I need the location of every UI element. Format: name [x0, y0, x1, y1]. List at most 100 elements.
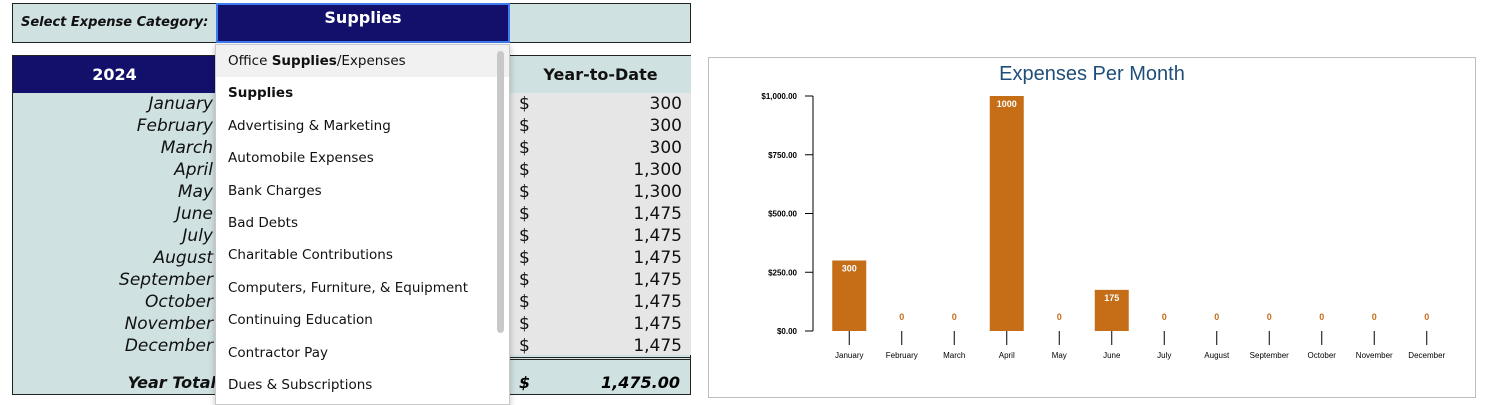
ytd-value: 300 [649, 138, 682, 158]
ytd-row: $1,300 [510, 181, 691, 203]
data-label: 0 [1214, 312, 1219, 322]
data-label: 0 [1057, 312, 1062, 322]
ytd-value: 300 [649, 116, 682, 136]
currency-symbol: $ [519, 270, 530, 290]
x-tick-label: April [999, 351, 1015, 360]
ytd-value: 1,475 [633, 248, 682, 268]
chart-canvas: $0.00 $250.00 $500.00 $750.00 $1,000.00 300 Ja… [761, 92, 1445, 360]
month-label: December [124, 336, 213, 356]
month-label: May [177, 182, 213, 202]
ytd-value: 1,300 [633, 182, 682, 202]
ytd-value: 1,475 [633, 226, 682, 246]
data-label: 0 [952, 312, 957, 322]
x-tick-label: October [1308, 351, 1337, 360]
year-total-value: 1,475.00 [601, 373, 680, 392]
currency-symbol: $ [519, 226, 530, 246]
ytd-row: $1,475 [510, 269, 691, 291]
ytd-value: 300 [649, 94, 682, 114]
dropdown-scrollbar[interactable] [497, 51, 504, 333]
ytd-value: 1,475 [633, 314, 682, 334]
month-label: August [153, 248, 214, 268]
x-tick-label: November [1356, 351, 1393, 360]
ytd-row: $1,475 [510, 335, 691, 357]
currency-symbol: $ [519, 292, 530, 312]
currency-symbol: $ [519, 248, 530, 268]
currency-symbol: $ [519, 204, 530, 224]
y-tick-label: $750.00 [768, 151, 797, 160]
x-tick-label: February [886, 351, 918, 360]
dropdown-option[interactable]: Continuing Education [228, 312, 373, 329]
dropdown-option[interactable]: Bad Debts [228, 214, 298, 231]
dropdown-option[interactable]: Dues & Subscriptions [228, 376, 373, 393]
dropdown-option[interactable]: Computers, Furniture, & Equipment [228, 279, 469, 296]
x-tick-label: March [943, 351, 965, 360]
month-label: July [182, 226, 213, 246]
data-label: 175 [1104, 293, 1119, 303]
data-label: 0 [899, 312, 904, 322]
y-tick-label: $0.00 [777, 327, 798, 336]
ytd-row: $1,475 [510, 291, 691, 313]
ytd-row: $1,475 [510, 313, 691, 335]
x-tick-label: June [1103, 351, 1121, 360]
data-label: 0 [1267, 312, 1272, 322]
data-label: 0 [1319, 312, 1324, 322]
currency-symbol: $ [519, 116, 530, 136]
month-label: April [174, 160, 213, 180]
ytd-value: 1,475 [633, 336, 682, 356]
data-label: 0 [1162, 312, 1167, 322]
category-select[interactable]: Supplies [216, 3, 510, 43]
year-header: 2024 [13, 56, 216, 93]
x-tick-label: July [1157, 351, 1171, 360]
y-tick-label: $250.00 [768, 268, 797, 277]
dropdown-option[interactable]: Office Supplies/Expenses [216, 45, 509, 78]
year-total-label: Year Total [127, 373, 216, 392]
x-tick-label: May [1052, 351, 1067, 360]
data-label: 1000 [997, 99, 1017, 109]
dropdown-option[interactable]: Charitable Contributions [228, 247, 393, 264]
currency-symbol: $ [519, 138, 530, 158]
currency-symbol: $ [519, 160, 530, 180]
ytd-value: 1,475 [633, 270, 682, 290]
month-label: March [160, 138, 213, 158]
y-tick-label: $1,000.00 [761, 92, 797, 101]
ytd-column: $300 $300 $300 $1,300 $1,300 $1,475 $1,475 $1,4… [510, 93, 691, 357]
x-tick-label: January [835, 351, 863, 360]
dropdown-option[interactable]: Contractor Pay [228, 344, 328, 361]
x-tick-label: August [1204, 351, 1230, 360]
category-dropdown-list[interactable]: Office Supplies/Expenses Supplies Advertis… [215, 44, 510, 405]
dropdown-items: Office Supplies/Expenses Supplies Advertis… [216, 45, 509, 401]
currency-symbol: $ [519, 314, 530, 334]
currency-symbol: $ [519, 336, 530, 356]
ytd-header: Year-to-Date [510, 56, 691, 93]
data-label: 0 [1424, 312, 1429, 322]
y-tick-label: $500.00 [768, 210, 797, 219]
month-label: November [124, 314, 213, 334]
expenses-chart: Expenses Per Month $0.00 $250.00 $500.00 $7… [708, 57, 1476, 398]
month-label: September [119, 270, 213, 290]
data-label: 300 [842, 264, 857, 274]
total-divider [510, 357, 691, 360]
ytd-value: 1,475 [633, 292, 682, 312]
ytd-value: 1,300 [633, 160, 682, 180]
currency-symbol: $ [519, 94, 530, 114]
bar-june [1094, 289, 1129, 331]
ytd-row: $300 [510, 93, 691, 115]
month-label: October [144, 292, 213, 312]
bar-april [989, 96, 1024, 331]
dropdown-option[interactable]: Automobile Expenses [228, 150, 374, 167]
month-column: January February March April May June July Augu… [13, 93, 216, 357]
dropdown-option[interactable]: Advertising & Marketing [228, 117, 391, 134]
dropdown-option[interactable]: Supplies [228, 85, 294, 102]
ytd-row: $1,475 [510, 247, 691, 269]
selector-label: Select Expense Category: [21, 15, 209, 30]
currency-symbol: $ [519, 182, 530, 202]
x-tick-label: December [1408, 351, 1445, 360]
chart-title: Expenses Per Month [999, 63, 1185, 85]
ytd-row: $300 [510, 115, 691, 137]
ytd-row: $1,475 [510, 225, 691, 247]
total-currency: $ [519, 373, 531, 392]
month-label: February [136, 116, 213, 136]
x-tick-label: September [1250, 351, 1289, 360]
dropdown-option[interactable]: Bank Charges [228, 182, 322, 199]
bar-january [832, 260, 867, 331]
